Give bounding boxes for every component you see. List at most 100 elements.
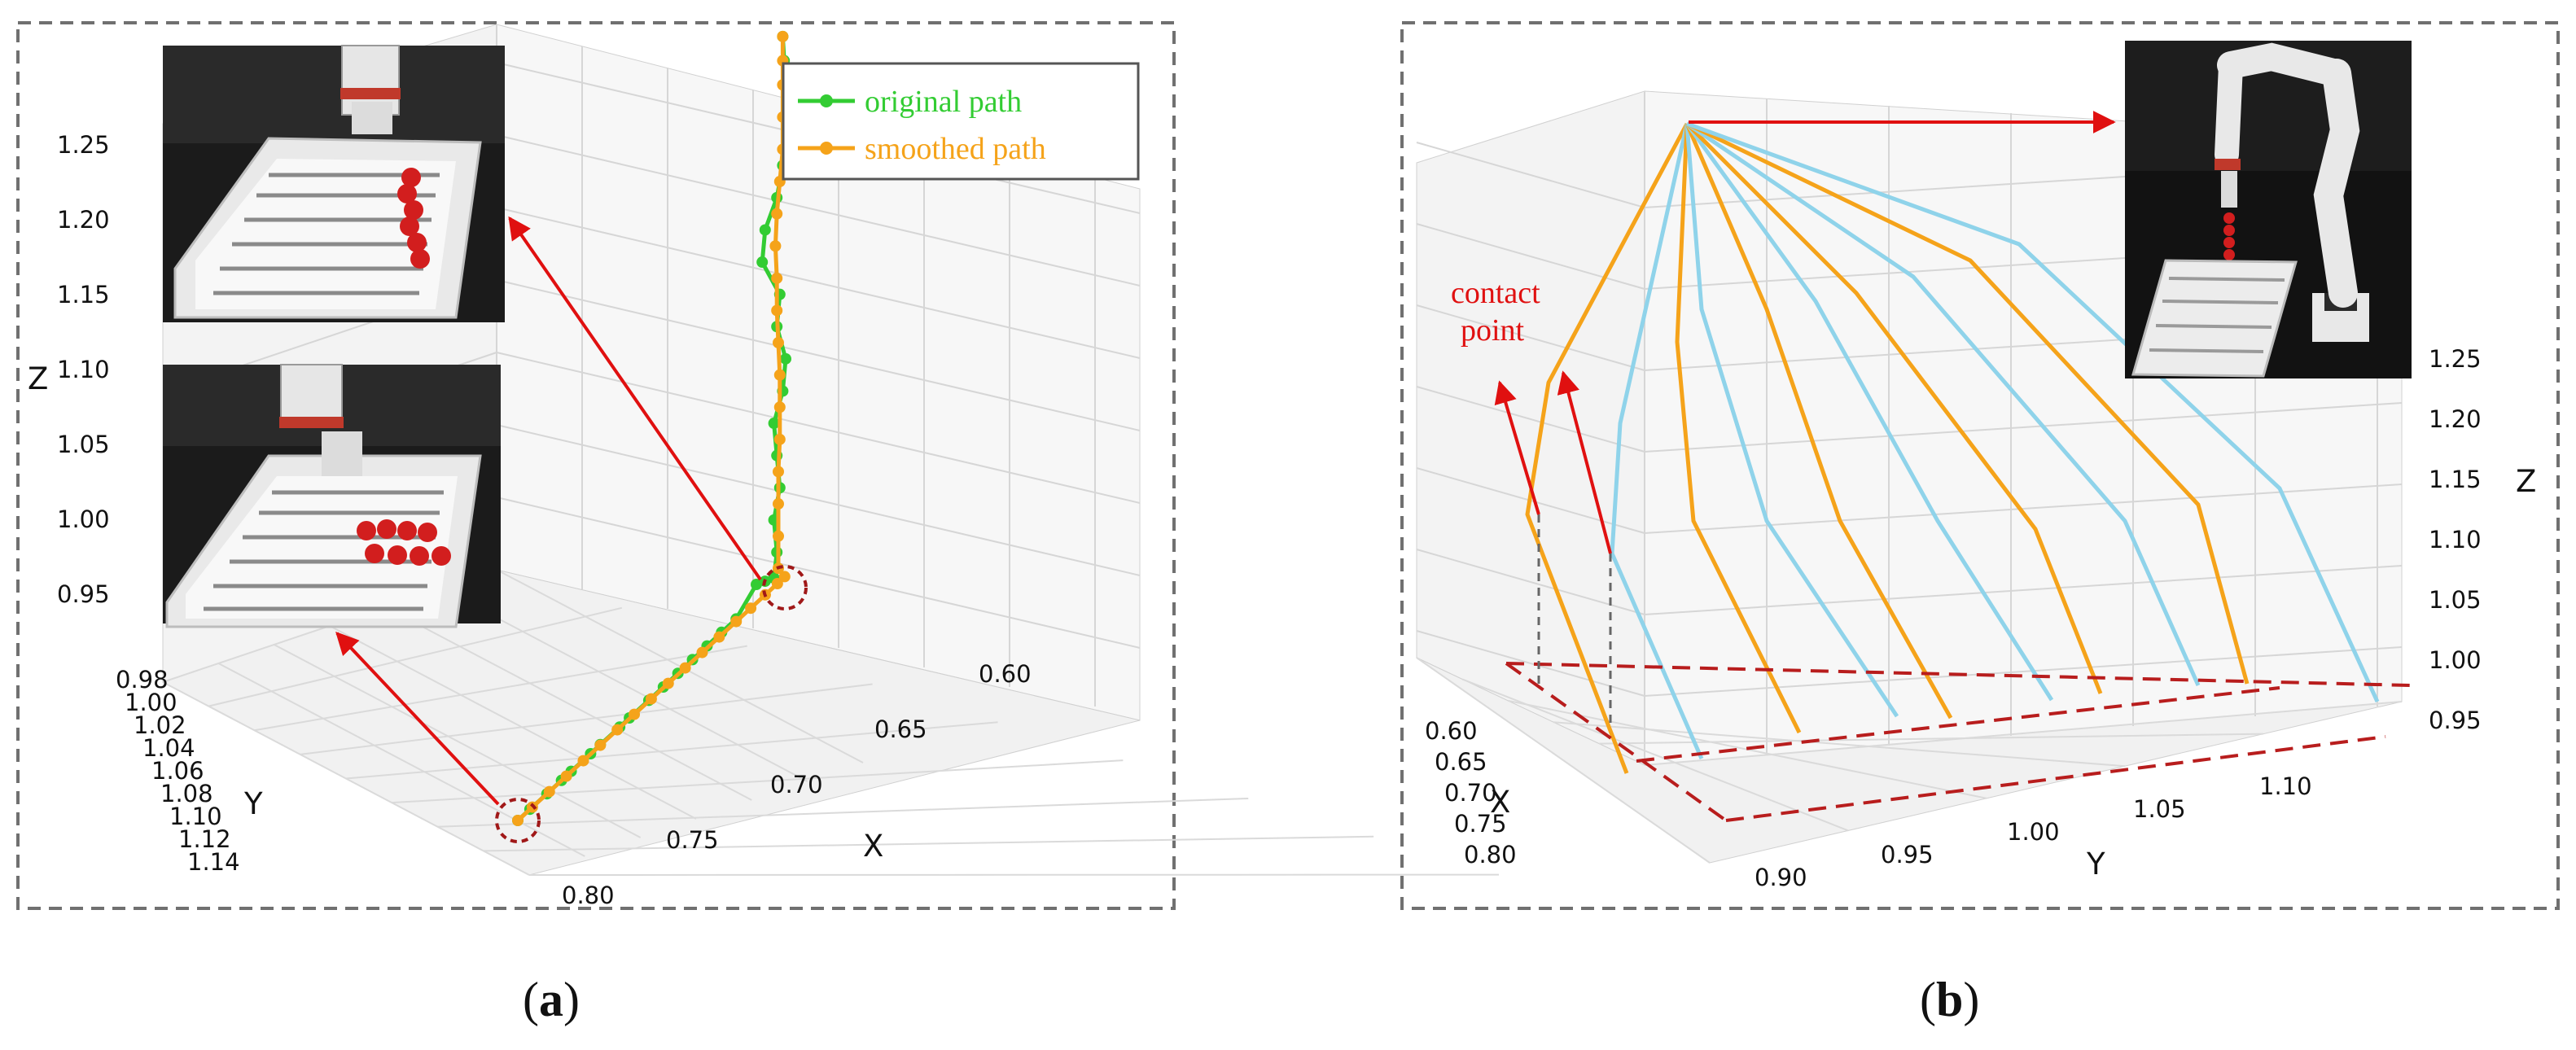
panel-b-z-tick: 1.10 (2429, 526, 2482, 553)
panel-a-z-tick: 0.95 (57, 580, 110, 608)
grid-line (496, 207, 1141, 359)
panel-b-x-tick: 0.80 (1464, 841, 1517, 868)
grid-line (496, 424, 1141, 576)
data-point-smoothed (773, 530, 784, 542)
panel-b-series (1525, 121, 2380, 774)
grid-line (274, 644, 642, 838)
grid-line (300, 683, 873, 755)
panel-a-z-tick: 1.10 (57, 356, 110, 383)
panel-a-y-tick: 1.12 (178, 825, 231, 853)
panel-a-y-tick: 1.02 (134, 711, 186, 739)
grid-line (217, 663, 585, 857)
panel-a-z-tick: 1.15 (57, 281, 110, 308)
trajectory-line-7 (1685, 122, 2103, 694)
data-point-smoothed (771, 272, 783, 284)
grid-line (440, 588, 808, 782)
data-point-smoothed (778, 571, 791, 583)
contact-baseline-mid (1636, 686, 2280, 763)
panel-a-z-tick: 1.00 (57, 505, 110, 533)
data-point-smoothed (777, 30, 789, 42)
trajectory-line-3 (1675, 123, 1802, 734)
panel-b-z-tick: 1.15 (2429, 466, 2482, 493)
grid-line (1644, 402, 2403, 453)
grid-line (1553, 721, 2126, 768)
panel-b-z-tick: 1.25 (2429, 345, 2482, 373)
arrow-to-bottom-inset (335, 631, 500, 806)
grid-line (162, 681, 530, 876)
trajectory-line-9 (1685, 121, 2250, 685)
panel-a-x-axis-label: X (863, 829, 883, 864)
grid-line (1416, 142, 1645, 208)
panel-a-x-tick: 0.80 (562, 882, 615, 909)
panel-b-y-tick: 0.90 (1755, 864, 1807, 891)
panel-a-x-tick: 0.70 (770, 771, 823, 798)
data-point-smoothed (773, 369, 786, 381)
panel-b-x-tick: 0.75 (1454, 810, 1507, 838)
contact-arrow-2 (1557, 370, 1612, 554)
data-point-smoothed (745, 602, 757, 615)
grid-line (345, 721, 998, 780)
panel-a-y-axis-label: Y (243, 786, 263, 821)
panel-a-y-tick: 0.98 (116, 666, 169, 693)
legend: original path smoothed path (782, 62, 1140, 181)
panel-a-z-axis-label: Z (28, 361, 48, 396)
grid-line (496, 279, 1141, 431)
panel-b-y-tick: 1.10 (2259, 772, 2312, 800)
panel-a-x-tick: 0.60 (979, 660, 1032, 688)
trajectory-line-2 (1610, 123, 1704, 760)
trajectory-line-1 (1525, 122, 1689, 774)
data-point-smoothed (771, 208, 783, 220)
grid-line (1416, 549, 1645, 615)
data-point-smoothed (645, 693, 657, 705)
inset-photo-robot (2125, 41, 2412, 378)
grid-line (1416, 630, 1645, 697)
legend-original-label: original path (865, 85, 1022, 119)
panel-b-x-tick: 0.60 (1425, 717, 1478, 745)
data-point-smoothed (611, 724, 624, 736)
panel-b-y-tick: 0.95 (1881, 841, 1934, 868)
panel-a-y-tick: 1.14 (187, 848, 240, 876)
caption-b: (b) (1920, 973, 1979, 1026)
panel-a-y-tick: 1.00 (125, 689, 177, 716)
panel-a-y-tick: 1.10 (169, 803, 222, 830)
trajectory-line-5 (1684, 123, 1953, 720)
grid-line (392, 759, 1124, 804)
panel-a-y-tick: 1.06 (151, 757, 204, 785)
data-point-original (759, 224, 771, 236)
contact-point-label-line2: point (1461, 313, 1525, 348)
data-point-smoothed (730, 615, 743, 628)
data-point-original (751, 579, 762, 591)
arrow-to-top-inset (508, 216, 762, 581)
legend-smoothed-marker (820, 142, 833, 155)
grid-line (208, 606, 623, 707)
panel-a-tick-labels: 0.951.001.051.101.151.201.250.981.001.02… (57, 131, 1032, 909)
panel-b-y-axis-label: Y (2086, 847, 2105, 882)
contact-baseline-side (1505, 662, 1728, 822)
panel-a-x-tick: 0.75 (666, 826, 719, 854)
grid-line (1416, 304, 1645, 371)
data-point-smoothed (773, 498, 784, 510)
panel-b: contact point 0.951.001.0 (1400, 21, 2560, 1026)
legend-smoothed-label: smoothed path (865, 132, 1046, 166)
panel-a-series (512, 30, 827, 826)
data-point-smoothed (543, 785, 555, 798)
panel-b-x-axis-label: X (1490, 785, 1510, 820)
data-point-smoothed (662, 677, 674, 689)
panel-a-y-tick: 1.04 (142, 734, 195, 762)
data-point-smoothed (773, 433, 786, 445)
panel-a-x-tick: 0.65 (874, 715, 927, 743)
panel-b-frame (1400, 21, 2560, 910)
contact-arrow-1 (1494, 380, 1540, 515)
data-point-smoothed (773, 466, 784, 478)
data-point-smoothed (773, 401, 786, 413)
grid-line (254, 645, 747, 732)
panel-b-tick-labels: 0.95 1.00 1.05 1.10 1.15 1.20 1.25 0.60 0.65 0.70… (1425, 345, 2482, 891)
panel-a-y-tick: 1.08 (160, 780, 213, 807)
panel-b-z-tick: 1.05 (2429, 586, 2482, 614)
panel-b-z-axis-label: Z (2516, 464, 2536, 499)
grid-line (1416, 386, 1645, 453)
caption-a: (a) (523, 973, 580, 1026)
data-point-smoothed (696, 646, 708, 658)
data-point-original (768, 418, 780, 430)
